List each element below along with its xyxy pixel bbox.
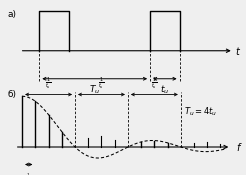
Text: $t$: $t$ — [235, 45, 241, 57]
Text: б): б) — [7, 90, 16, 99]
Text: $T_u = 4t_u$: $T_u = 4t_u$ — [184, 106, 218, 118]
Text: $t_u$: $t_u$ — [160, 84, 169, 96]
Text: а): а) — [7, 10, 16, 19]
Text: $\frac{1}{t_u}$: $\frac{1}{t_u}$ — [98, 75, 105, 91]
Text: $\frac{1}{t_u}$: $\frac{1}{t_u}$ — [46, 75, 52, 91]
Text: $\frac{1}{t_u}$: $\frac{1}{t_u}$ — [151, 75, 157, 91]
Text: $f$: $f$ — [236, 141, 243, 153]
Text: $T_u$: $T_u$ — [89, 84, 100, 96]
Text: $\frac{1}{T_u}$: $\frac{1}{T_u}$ — [25, 172, 32, 175]
